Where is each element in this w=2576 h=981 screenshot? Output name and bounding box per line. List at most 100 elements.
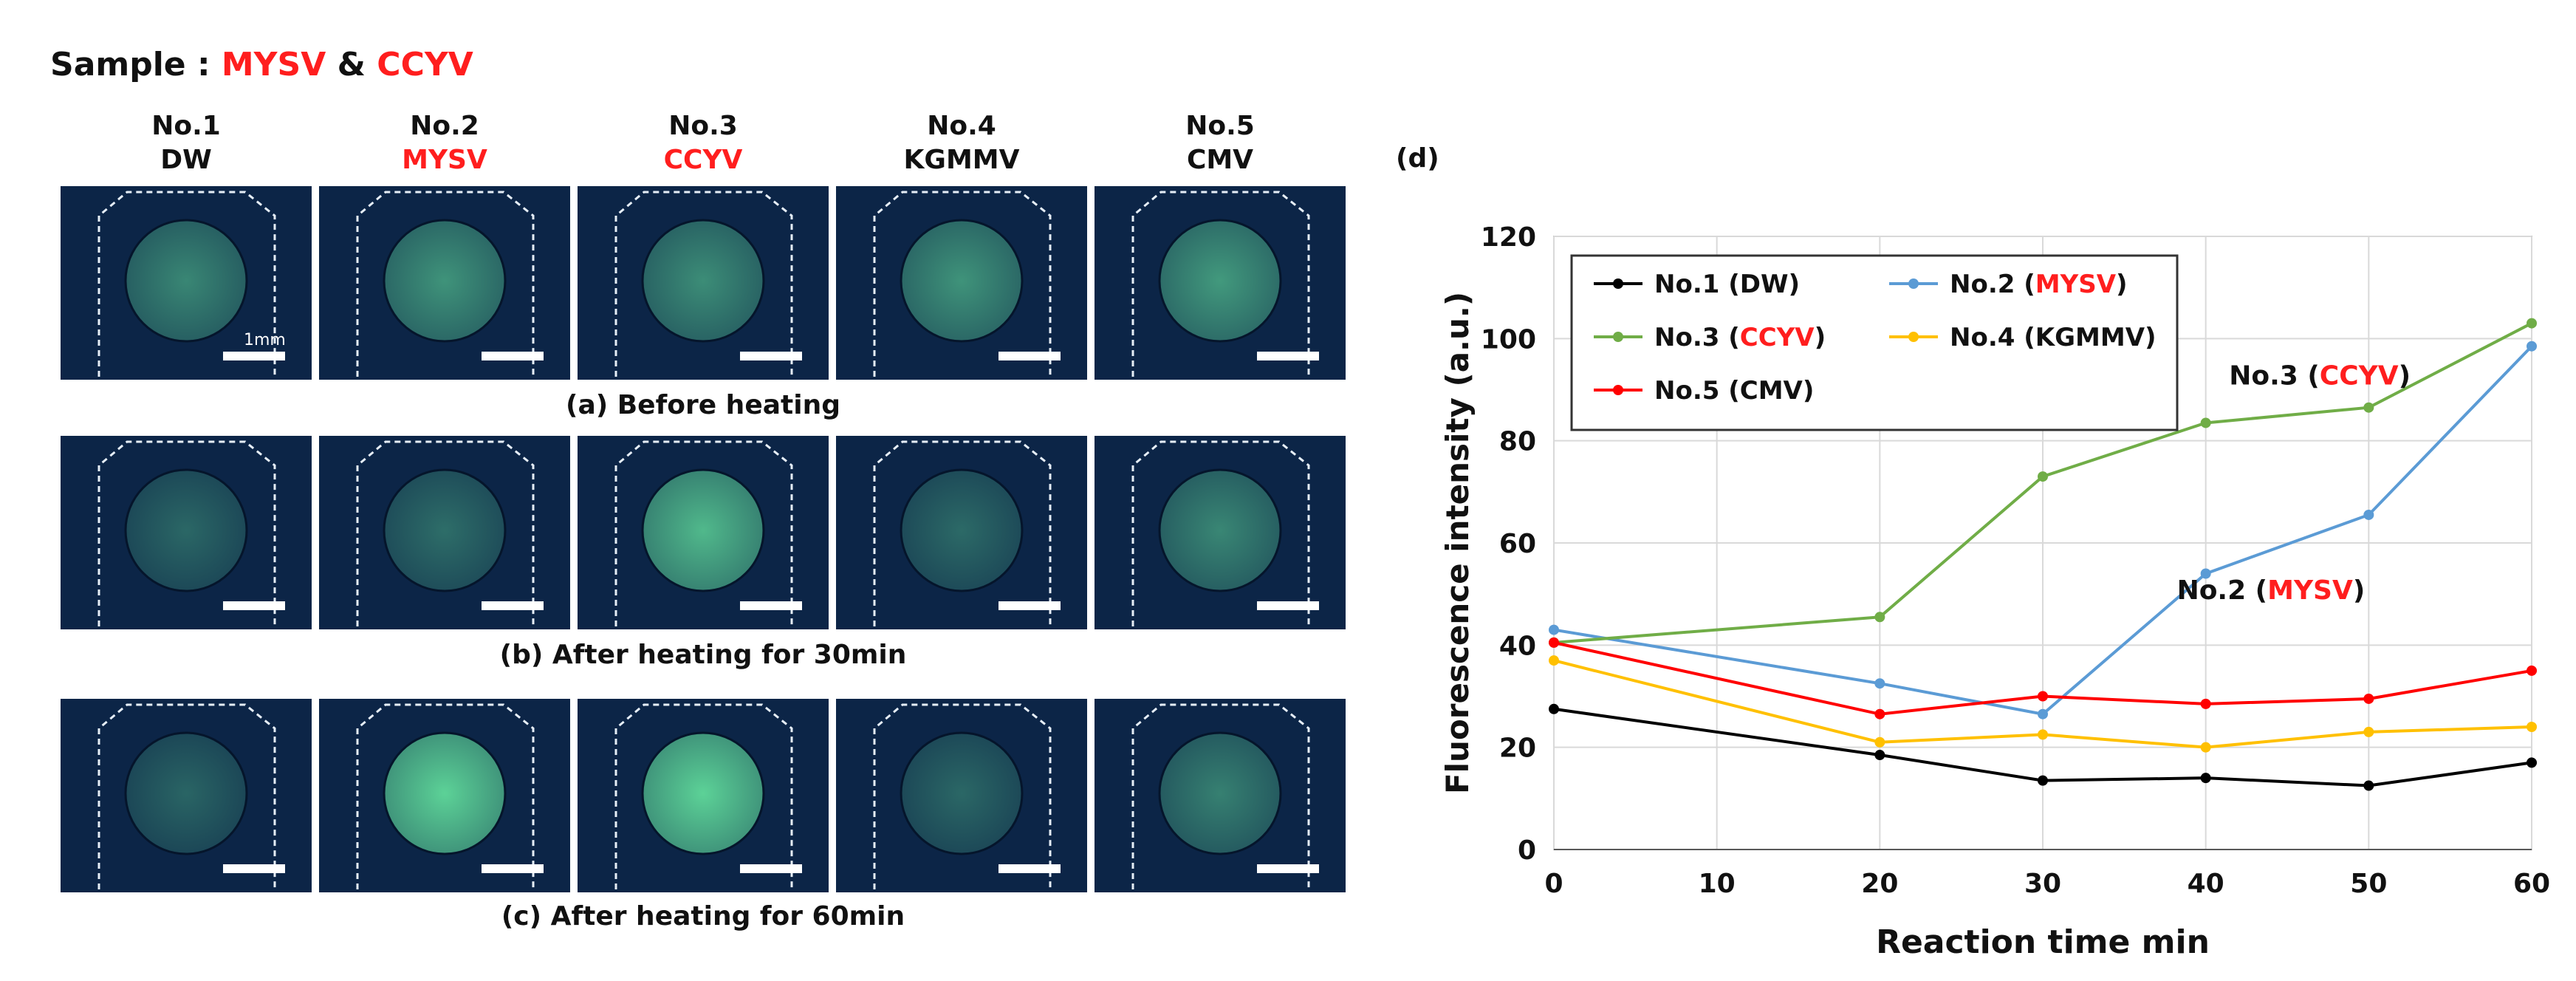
column-number: No.4 [927,111,996,141]
x-tick-label: 0 [1544,869,1563,899]
scale-bar [223,352,285,360]
microscope-image [836,699,1087,892]
microscope-image [836,436,1087,629]
legend-entry: No.1 (DW) [1654,270,1800,299]
reaction-droplet [900,219,1024,343]
data-point [2038,775,2048,786]
chart-annotation: No.2 (MYSV) [2177,575,2366,606]
column-number: No.3 [668,111,738,141]
sample-virus-1: MYSV [221,46,326,83]
data-point [2527,341,2537,352]
reaction-droplet [1158,219,1282,343]
series-line-5 [1553,640,2532,716]
data-point [2363,402,2374,413]
column-header-4: No.4 KGMMV [836,109,1087,177]
column-header-2: No.2 MYSV [319,109,570,177]
x-tick-label: 50 [2350,869,2387,899]
microscope-image [578,186,829,380]
scale-bar [1257,352,1319,360]
sample-prefix: Sample : [50,46,222,83]
scale-bar [223,601,285,610]
reaction-droplet [1158,731,1282,855]
y-tick-label: 40 [1499,631,1536,661]
scale-bar [482,352,544,360]
legend-entry: No.3 (CCYV) [1654,323,1826,352]
scale-bar [998,601,1061,610]
x-tick-label: 30 [2024,869,2061,899]
legend-entry: No.2 (MYSV) [1950,270,2128,299]
column-number: No.2 [410,111,479,141]
sample-ampersand: & [326,46,377,83]
data-point [2038,708,2048,719]
data-point [2363,693,2374,704]
data-point [2527,318,2537,329]
y-axis-label: Fluorescence intensity (a.u.) [1439,292,1476,794]
legend-swatch-marker [1613,278,1623,289]
data-point [2363,780,2374,791]
data-point [2527,757,2537,768]
series-line-2 [1553,345,2533,716]
scale-bar [998,352,1061,360]
x-tick-label: 20 [1861,869,1898,899]
reaction-droplet [124,731,248,855]
reaction-droplet [641,731,765,855]
column-sample-name: CCYV [663,145,743,175]
data-point [2200,773,2211,784]
reaction-droplet [900,468,1024,592]
legend-entry: No.5 (CMV) [1654,376,1814,406]
scale-bar [223,864,285,873]
column-sample-name: MYSV [402,145,487,175]
scale-label: 1mm [244,331,286,349]
microscope-image [61,436,312,629]
data-point [2527,665,2537,676]
reaction-droplet [124,219,248,343]
x-axis-label: Reaction time min [1876,923,2210,961]
microscope-image [1095,699,1346,892]
reaction-droplet [383,731,507,855]
reaction-droplet [900,731,1024,855]
microscope-image: 1mm [61,186,312,380]
legend-swatch-marker [1908,332,1919,342]
microscope-image [1095,186,1346,380]
data-point [1874,736,1885,748]
microscope-image [61,699,312,892]
legend-swatch-marker [1908,278,1919,289]
reaction-droplet [124,468,248,592]
data-point [2200,568,2211,579]
data-point [1874,678,1885,689]
column-sample-name: CMV [1186,145,1254,175]
data-point [1549,655,1559,666]
chart-annotation: No.3 (CCYV) [2229,361,2411,392]
data-point [2038,471,2048,482]
x-tick-label: 40 [2188,869,2224,899]
microscope-image [319,699,570,892]
sample-virus-2: CCYV [377,46,473,83]
data-point [2200,417,2211,428]
scale-bar [482,601,544,610]
microscope-image [319,186,570,380]
scale-bar [740,601,802,610]
y-tick-label: 20 [1499,734,1536,764]
microscope-image [578,436,829,629]
data-point [1549,637,1559,648]
series-line-3 [1553,321,2532,644]
data-point [2200,698,2211,709]
data-point [1874,708,1885,719]
reaction-droplet [383,468,507,592]
scale-bar [740,864,802,873]
y-tick-label: 60 [1499,529,1536,559]
data-point [2200,742,2211,753]
y-tick-label: 0 [1518,835,1536,866]
data-point [1549,703,1559,714]
reaction-droplet [1158,468,1282,592]
reaction-droplet [383,219,507,343]
series-line-1 [1553,707,2532,787]
microscope-image [836,186,1087,380]
column-header-3: No.3 CCYV [578,109,829,177]
data-point [2038,691,2048,702]
data-point [1874,612,1885,623]
panel-label-d: (d) [1396,143,1439,174]
y-tick-label: 100 [1481,324,1536,355]
scale-bar [1257,601,1319,610]
column-sample-name: KGMMV [903,145,1020,175]
